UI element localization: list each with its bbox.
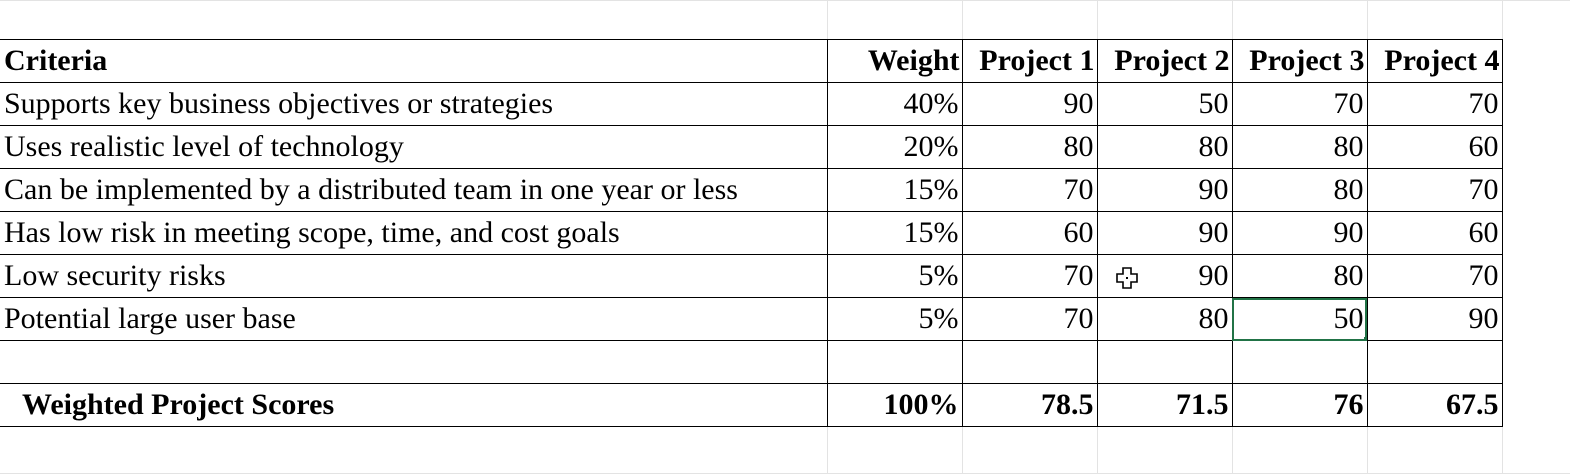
header-project-1[interactable]: Project 1 [962,39,1098,83]
criteria-cell[interactable]: Low security risks [0,254,828,298]
empty-cell[interactable] [1232,340,1368,384]
table-row: Has low risk in meeting scope, time, and… [0,211,1503,255]
criteria-cell[interactable]: Supports key business objectives or stra… [0,82,828,126]
table-row: Supports key business objectives or stra… [0,82,1503,126]
header-weight[interactable]: Weight [827,39,963,83]
empty-row [0,340,1503,384]
fill-handle[interactable] [1363,337,1366,340]
score-cell[interactable]: 70 [962,254,1098,298]
cell-select-cross-icon [1116,267,1138,289]
criteria-cell[interactable]: Potential large user base [0,297,828,341]
score-cell[interactable]: 90 [1232,211,1368,255]
weight-cell[interactable]: 15% [827,211,963,255]
score-cell[interactable]: 70 [962,168,1098,212]
weighted-scoring-table: Criteria Weight Project 1 Project 2 Proj… [0,39,1503,427]
gridline [1502,0,1503,474]
empty-cell[interactable] [1097,340,1233,384]
score-cell[interactable]: 80 [1097,125,1233,169]
total-score[interactable]: 78.5 [962,383,1098,427]
criteria-cell[interactable]: Can be implemented by a distributed team… [0,168,828,212]
score-cell[interactable]: 80 [1232,125,1368,169]
score-cell[interactable]: 70 [1232,82,1368,126]
totals-row: Weighted Project Scores 100% 78.5 71.5 7… [0,383,1503,427]
criteria-cell[interactable]: Has low risk in meeting scope, time, and… [0,211,828,255]
empty-cell[interactable] [1367,340,1503,384]
header-project-3[interactable]: Project 3 [1232,39,1368,83]
selected-cell[interactable]: 50 [1232,297,1368,341]
header-criteria[interactable]: Criteria [0,39,828,83]
total-weight[interactable]: 100% [827,383,963,427]
weight-cell[interactable]: 15% [827,168,963,212]
weight-cell[interactable]: 20% [827,125,963,169]
table-row: Low security risks 5% 70 90 80 70 [0,254,1503,298]
gridline [0,0,1570,1]
score-cell[interactable]: 90 [1097,168,1233,212]
score-cell[interactable]: 80 [962,125,1098,169]
score-cell[interactable]: 70 [1367,254,1503,298]
total-score[interactable]: 71.5 [1097,383,1233,427]
weight-cell[interactable]: 5% [827,297,963,341]
score-cell[interactable]: 80 [1097,297,1233,341]
score-cell[interactable]: 90 [1097,211,1233,255]
empty-cell[interactable] [962,340,1098,384]
total-score[interactable]: 67.5 [1367,383,1503,427]
table-row: Can be implemented by a distributed team… [0,168,1503,212]
empty-cell[interactable] [0,340,828,384]
table-row: Potential large user base 5% 70 80 50 90 [0,297,1503,341]
criteria-cell[interactable]: Uses realistic level of technology [0,125,828,169]
score-cell[interactable]: 60 [962,211,1098,255]
header-project-2[interactable]: Project 2 [1097,39,1233,83]
score-cell[interactable]: 70 [1367,82,1503,126]
score-cell[interactable]: 80 [1232,168,1368,212]
score-cell[interactable]: 60 [1367,125,1503,169]
empty-cell[interactable] [827,340,963,384]
score-cell-value: 50 [1333,302,1364,335]
score-cell[interactable]: 90 [1367,297,1503,341]
table-row: Uses realistic level of technology 20% 8… [0,125,1503,169]
weight-cell[interactable]: 40% [827,82,963,126]
score-cell[interactable]: 70 [1367,168,1503,212]
score-cell[interactable]: 50 [1097,82,1233,126]
total-score[interactable]: 76 [1232,383,1368,427]
weight-cell[interactable]: 5% [827,254,963,298]
score-cell[interactable]: 90 [962,82,1098,126]
totals-label[interactable]: Weighted Project Scores [0,383,828,427]
score-cell[interactable]: 60 [1367,211,1503,255]
header-row: Criteria Weight Project 1 Project 2 Proj… [0,39,1503,83]
score-cell[interactable]: 80 [1232,254,1368,298]
header-project-4[interactable]: Project 4 [1367,39,1503,83]
score-cell[interactable]: 70 [962,297,1098,341]
